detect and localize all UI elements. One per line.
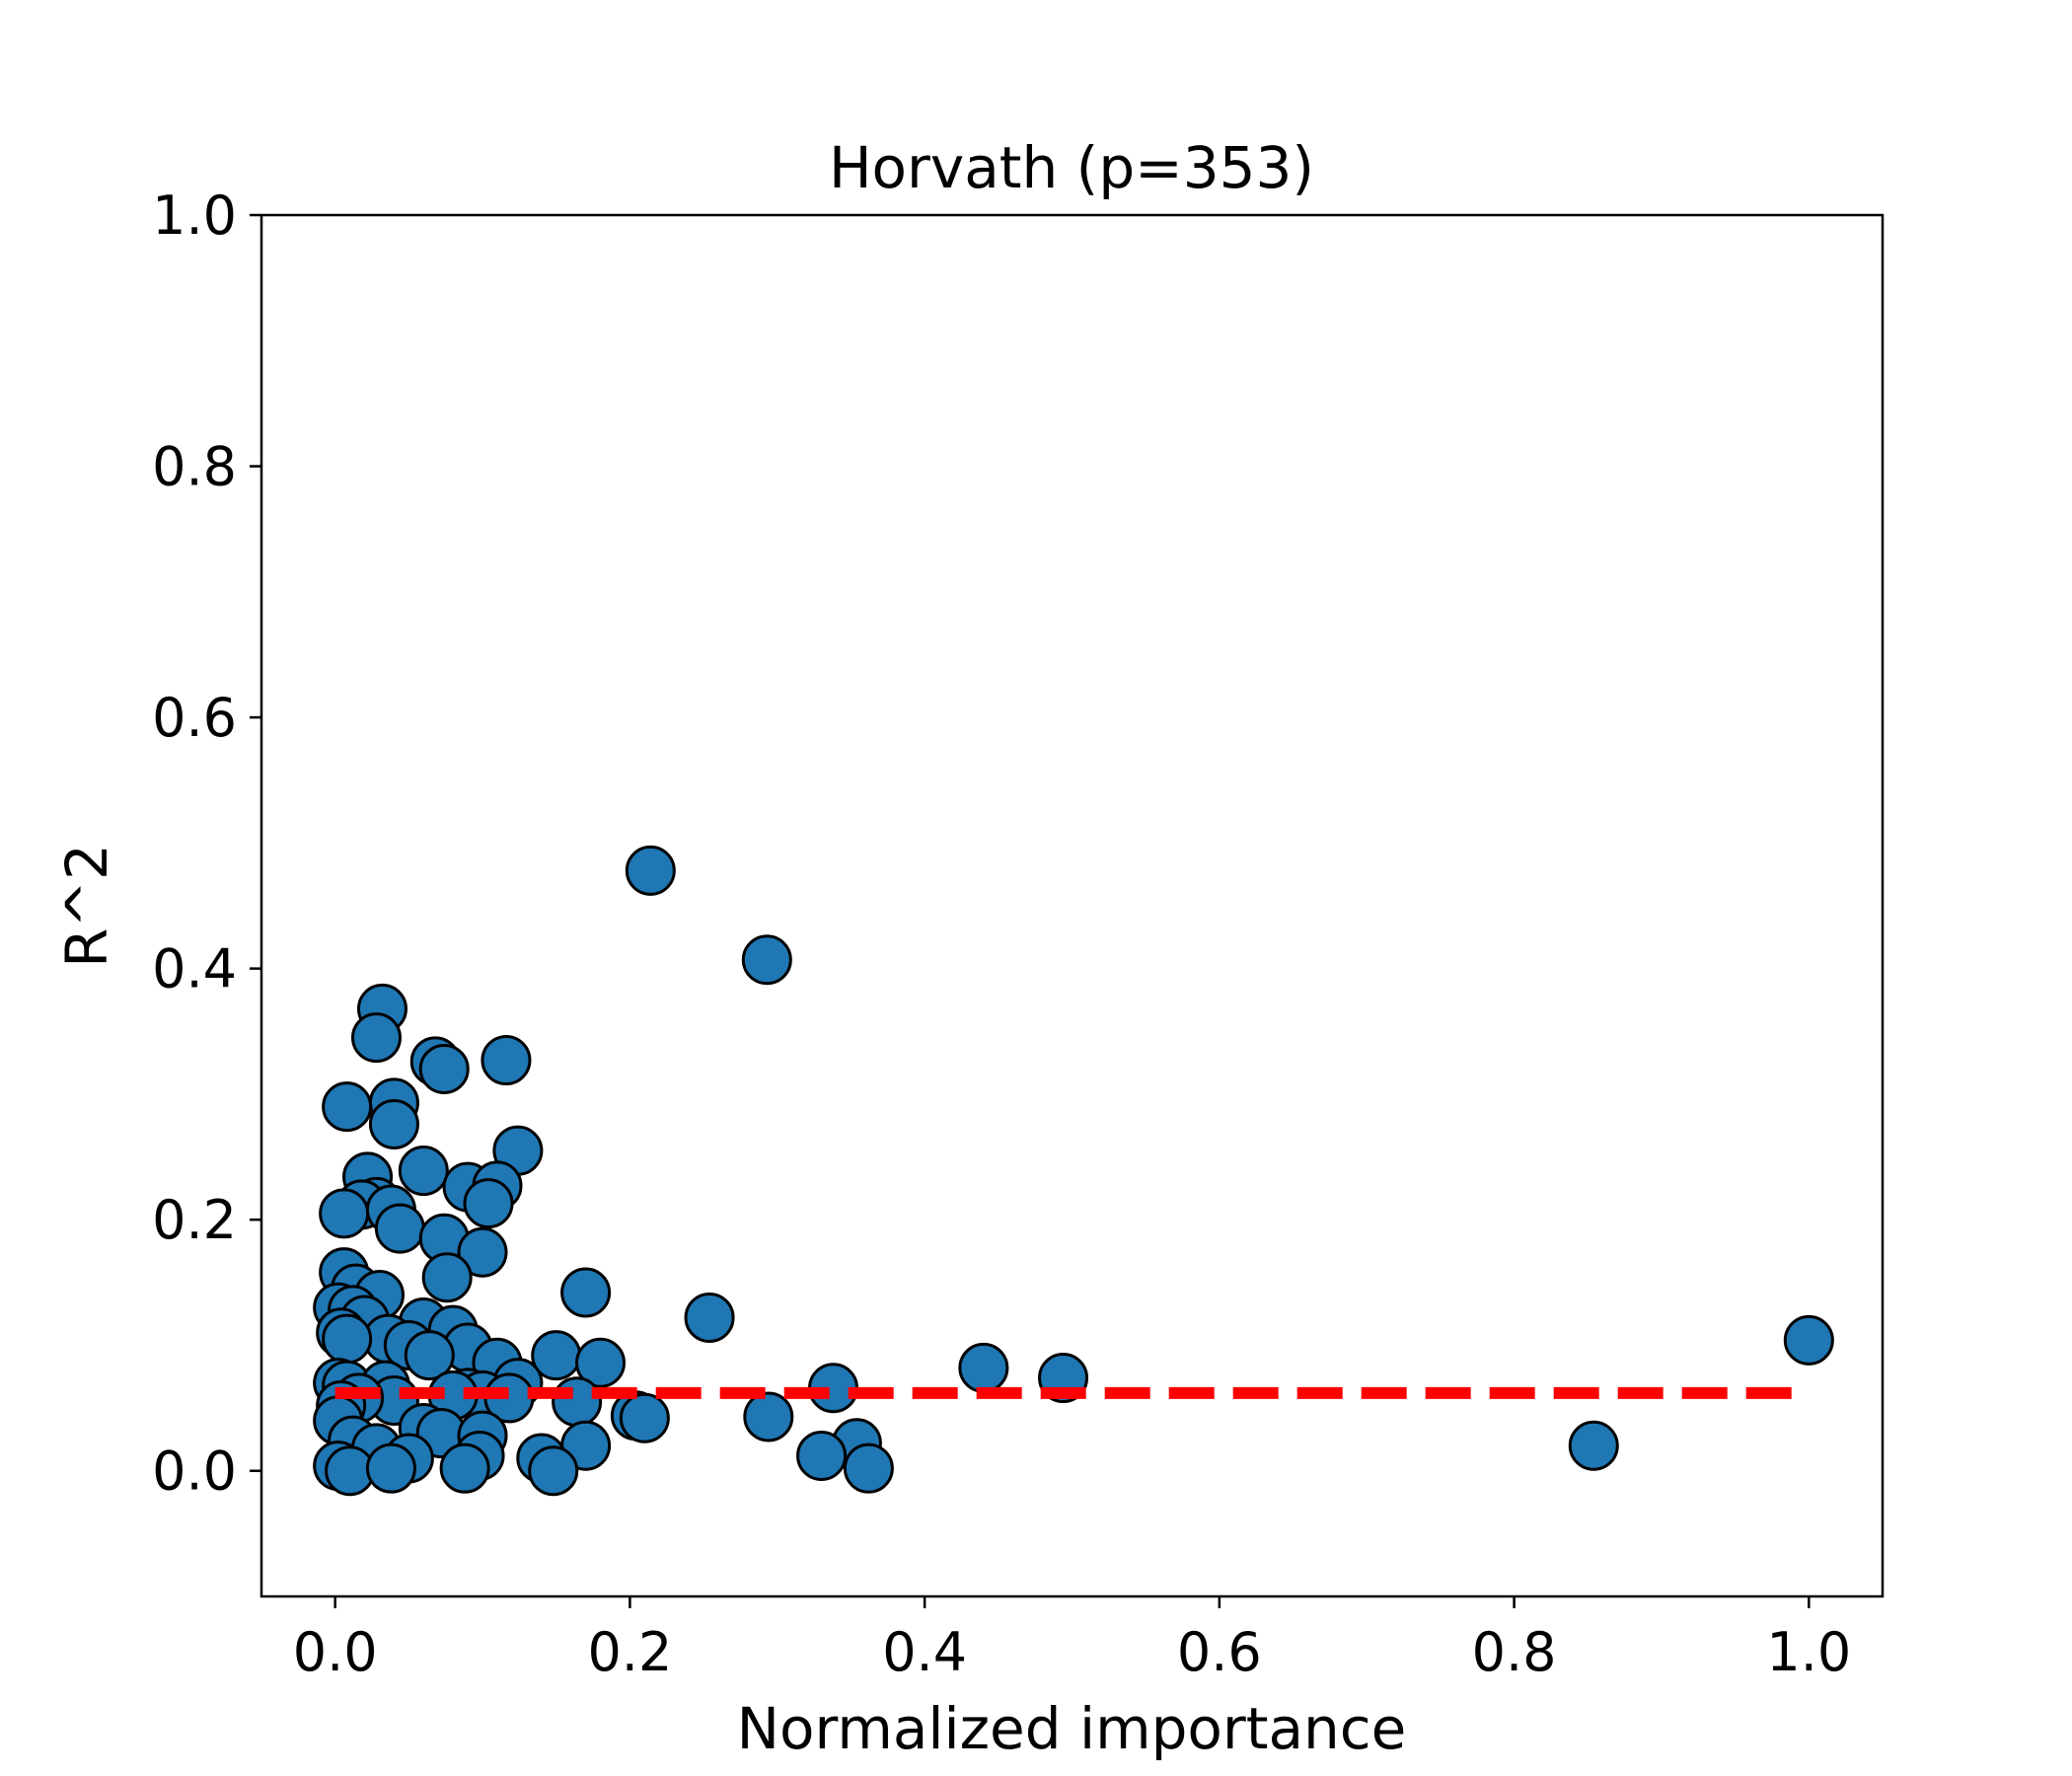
chart-title: Horvath (p=353) bbox=[829, 134, 1314, 201]
data-point bbox=[398, 1146, 449, 1197]
data-point bbox=[619, 1392, 670, 1443]
x-tick-label: 0.0 bbox=[293, 1621, 378, 1683]
plot-frame bbox=[259, 213, 1885, 1598]
data-point bbox=[575, 1337, 627, 1388]
data-point bbox=[843, 1443, 894, 1494]
data-point bbox=[684, 1292, 735, 1343]
data-point bbox=[421, 1252, 473, 1303]
data-point bbox=[351, 1012, 403, 1064]
data-point bbox=[463, 1178, 514, 1229]
y-tick-label: 0.2 bbox=[152, 1189, 237, 1251]
data-point bbox=[560, 1267, 612, 1318]
data-point bbox=[404, 1330, 455, 1381]
x-tick-label: 0.2 bbox=[587, 1621, 672, 1683]
y-axis: 0.0 0.2 0.4 0.6 0.8 1.0 bbox=[152, 185, 261, 1503]
data-point bbox=[528, 1445, 579, 1497]
data-point bbox=[625, 845, 676, 896]
y-tick-label: 1.0 bbox=[152, 185, 237, 247]
data-point bbox=[322, 1313, 373, 1365]
data-point bbox=[1783, 1314, 1834, 1366]
data-point bbox=[1568, 1420, 1619, 1471]
x-tick-label: 0.6 bbox=[1177, 1621, 1262, 1683]
y-axis-label: R^2 bbox=[53, 844, 120, 968]
x-tick-label: 0.8 bbox=[1472, 1621, 1557, 1683]
data-point bbox=[319, 1188, 370, 1239]
data-point bbox=[418, 1043, 470, 1094]
x-tick-label: 1.0 bbox=[1766, 1621, 1851, 1683]
x-axis: 0.0 0.2 0.4 0.6 0.8 1.0 bbox=[293, 1596, 1851, 1683]
y-tick-label: 0.4 bbox=[152, 938, 237, 1000]
y-tick-label: 0.0 bbox=[152, 1441, 237, 1503]
data-point bbox=[439, 1443, 490, 1494]
x-axis-label: Normalized importance bbox=[737, 1695, 1407, 1762]
data-point bbox=[368, 1098, 419, 1149]
data-point bbox=[958, 1342, 1009, 1393]
y-tick-label: 0.8 bbox=[152, 436, 237, 498]
y-tick-label: 0.6 bbox=[152, 687, 237, 749]
data-point bbox=[743, 1391, 794, 1443]
data-point bbox=[365, 1443, 416, 1494]
data-point bbox=[796, 1430, 848, 1481]
x-tick-label: 0.4 bbox=[882, 1621, 967, 1683]
data-point bbox=[374, 1203, 425, 1254]
data-point bbox=[741, 934, 792, 986]
data-point bbox=[457, 1226, 508, 1278]
data-point bbox=[322, 1081, 373, 1133]
data-point bbox=[481, 1035, 532, 1086]
points-layer bbox=[313, 845, 1834, 1497]
data-point bbox=[552, 1376, 603, 1428]
